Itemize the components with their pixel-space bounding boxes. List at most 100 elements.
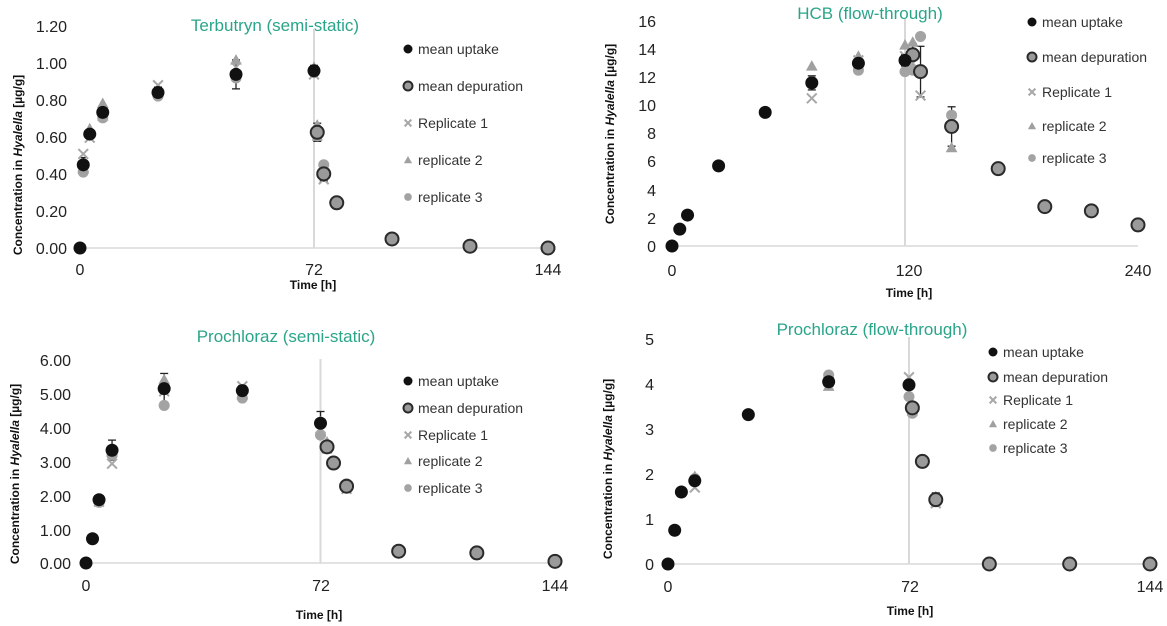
legend-label-mean-uptake: mean uptake: [1042, 14, 1123, 30]
series-uptake: [665, 53, 912, 253]
x-tick-label: 0: [664, 579, 673, 596]
x-tick-label: 144: [535, 262, 562, 279]
replicate-2-point: [230, 54, 242, 65]
series-replicate-3: [93, 392, 353, 508]
depuration-point: [391, 543, 407, 559]
depuration-point: [384, 231, 400, 247]
plot-area: [73, 29, 556, 256]
replicate-2-point: [906, 36, 919, 47]
legend: mean uptake mean depuration Replicate 1 …: [418, 373, 523, 496]
panel-title: Terbutryn (semi-static): [191, 16, 359, 35]
replicate-1-point: [77, 148, 89, 160]
y-tick-label: 10: [638, 98, 656, 115]
legend-marker-depuration: [987, 371, 999, 383]
depuration-point: [913, 64, 929, 80]
y-tick-labels: 0.00 1.00 2.00 3.00 4.00 5.00 6.00: [40, 353, 71, 573]
legend-marker-replicate-1: [403, 430, 413, 440]
replicate-2-point: [158, 373, 171, 385]
y-tick-label: 0: [645, 557, 654, 574]
depuration-point: [326, 455, 342, 471]
y-tick-label: 2: [647, 211, 656, 228]
uptake-point: [805, 76, 819, 90]
depuration-point: [1062, 556, 1078, 572]
legend-marker-uptake: [403, 44, 413, 54]
legend-label-replicate-3: replicate 3: [1042, 150, 1107, 166]
y-tick-label: 0.40: [36, 167, 67, 184]
y-tick-label: 12: [638, 70, 656, 87]
legend-label-replicate-3: replicate 3: [418, 480, 483, 496]
y-tick-label: 3: [645, 422, 654, 439]
x-tick-label: 0: [76, 262, 85, 279]
depuration-point: [547, 553, 563, 569]
uptake-point: [79, 556, 93, 570]
replicate-1-point: [106, 458, 118, 470]
y-tick-label: 8: [647, 126, 656, 143]
y-tick-label: 2: [645, 467, 654, 484]
legend-label-replicate-1: Replicate 1: [1003, 392, 1073, 408]
legend-marker-replicate-2: [403, 456, 413, 465]
svg-text:Concentration in Hyalella [µg/: Concentration in Hyalella [µg/g]: [603, 44, 617, 224]
uptake-point: [314, 416, 327, 430]
depuration-point: [329, 195, 345, 211]
depuration-point: [309, 124, 325, 140]
legend-label-mean-uptake: mean uptake: [418, 373, 499, 389]
y-tick-label: 4: [645, 377, 654, 394]
y-tick-label: 0.20: [36, 204, 67, 221]
legend-label-replicate-1: Replicate 1: [418, 427, 488, 443]
y-tick-label: 5.00: [40, 387, 71, 404]
uptake-point: [898, 53, 912, 67]
legend-label-mean-depuration: mean depuration: [418, 400, 523, 416]
replicate-3-point: [158, 399, 170, 411]
depuration-point: [944, 118, 960, 134]
legend: mean uptake mean depuration Replicate 1 …: [418, 41, 523, 205]
x-axis-title: Time [h]: [887, 604, 933, 618]
uptake-point: [229, 67, 243, 81]
uptake-point: [151, 85, 165, 99]
depuration-point: [462, 238, 478, 254]
x-tick-label: 144: [1137, 579, 1164, 596]
legend-marker-depuration: [402, 402, 414, 414]
series-depuration: [309, 124, 556, 256]
y-tick-label: 0.80: [36, 93, 67, 110]
series-replicate-2: [805, 36, 958, 153]
x-tick-label: 0: [82, 578, 91, 595]
legend-marker-replicate-2: [403, 155, 413, 164]
uptake-point: [674, 485, 688, 499]
y-tick-label: 4.00: [40, 421, 71, 438]
y-tick-label: 1.20: [36, 19, 67, 36]
y-axis-title: Concentration in Hyalella [µg/g]: [603, 44, 617, 224]
series-replicate-1: [806, 50, 958, 126]
legend-label-mean-depuration: mean depuration: [1042, 49, 1147, 65]
series-uptake: [73, 64, 321, 255]
uptake-point: [688, 474, 702, 488]
depuration-point: [981, 556, 997, 572]
legend-label-mean-uptake: mean uptake: [418, 41, 499, 57]
x-tick-labels: 0 120 240: [668, 263, 1152, 280]
series-replicate-3: [689, 369, 942, 505]
uptake-point: [758, 105, 772, 119]
depuration-point: [339, 478, 355, 494]
legend-markers: [402, 44, 414, 201]
y-tick-label: 6.00: [40, 353, 71, 370]
y-tick-labels: 0 1 2 3 4 5: [645, 332, 654, 574]
legend-label-replicate-2: replicate 2: [1003, 416, 1068, 432]
x-tick-label: 72: [305, 262, 323, 279]
uptake-point: [86, 532, 100, 546]
replicate-3-point: [915, 30, 927, 42]
x-axis-title: Time [h]: [296, 608, 342, 622]
y-tick-label: 1: [645, 512, 654, 529]
legend-marker-depuration: [1026, 51, 1038, 63]
legend-markers: [987, 347, 999, 452]
y-tick-label: 5: [645, 332, 654, 349]
depuration-point: [1083, 203, 1099, 219]
legend-markers: [1026, 17, 1038, 162]
panel-title: Prochloraz (flow-through): [777, 320, 968, 339]
series-depuration: [905, 47, 1146, 233]
uptake-point: [902, 378, 916, 392]
legend-marker-replicate-2: [1027, 121, 1037, 130]
uptake-point: [712, 159, 726, 173]
panel-hcb-flow-through: HCB (flow-through) Concentration in Hyal…: [603, 4, 1151, 300]
depuration-point: [904, 400, 920, 416]
uptake-point: [681, 208, 695, 222]
